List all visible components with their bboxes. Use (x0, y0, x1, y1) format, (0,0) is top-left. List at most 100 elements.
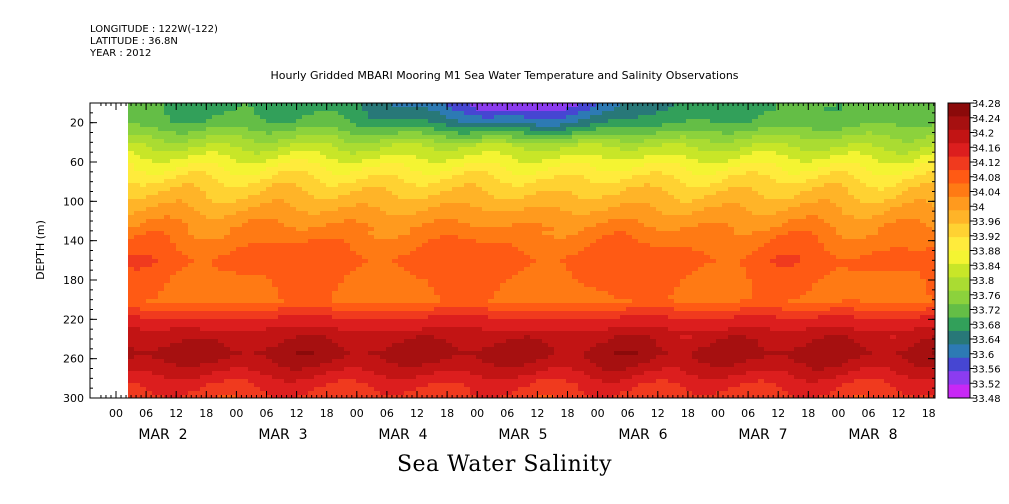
heatmap-cell (134, 175, 141, 180)
heatmap-cell (404, 363, 411, 368)
heatmap-cell (392, 147, 399, 152)
heatmap-cell (518, 347, 525, 352)
heatmap-cell (446, 191, 453, 196)
heatmap-cell (488, 179, 495, 184)
heatmap-cell (242, 191, 249, 196)
heatmap-cell (524, 155, 531, 160)
heatmap-cell (266, 215, 273, 220)
heatmap-cell (302, 139, 309, 144)
heatmap-cell (128, 379, 135, 384)
heatmap-cell (398, 319, 405, 324)
heatmap-cell (212, 143, 219, 148)
heatmap-cell (128, 175, 135, 180)
heatmap-cell (458, 383, 465, 388)
heatmap-cell (308, 151, 315, 156)
heatmap-cell (194, 271, 201, 276)
heatmap-cell (254, 363, 261, 368)
heatmap-cell (170, 183, 177, 188)
heatmap-cell (452, 255, 459, 260)
heatmap-cell (272, 227, 279, 232)
heatmap-cell (404, 203, 411, 208)
heatmap-cell (524, 175, 531, 180)
heatmap-cell (182, 175, 189, 180)
heatmap-cell (518, 223, 525, 228)
heatmap-cell (278, 283, 285, 288)
heatmap-cell (494, 287, 501, 292)
heatmap-cell (194, 247, 201, 252)
heatmap-cell (392, 307, 399, 312)
heatmap-cell (284, 195, 291, 200)
heatmap-cell (194, 135, 201, 140)
heatmap-cell (188, 247, 195, 252)
heatmap-cell (512, 375, 519, 380)
heatmap-cell (254, 395, 261, 398)
heatmap-cell (524, 191, 531, 196)
heatmap-cell (194, 171, 201, 176)
heatmap-cell (356, 167, 363, 172)
heatmap-cell (488, 207, 495, 212)
heatmap-cell (452, 355, 459, 360)
heatmap-cell (434, 315, 441, 320)
heatmap-cell (446, 259, 453, 264)
heatmap-cell (362, 179, 369, 184)
heatmap-cell (176, 259, 183, 264)
heatmap-cell (272, 151, 279, 156)
heatmap-cell (134, 215, 141, 220)
heatmap-cell (434, 367, 441, 372)
heatmap-cell (302, 103, 309, 108)
heatmap-cell (512, 263, 519, 268)
heatmap-cell (422, 339, 429, 344)
heatmap-cell (296, 299, 303, 304)
heatmap-cell (362, 127, 369, 132)
heatmap-cell (182, 319, 189, 324)
heatmap-cell (128, 167, 135, 172)
heatmap-cell (494, 147, 501, 152)
heatmap-cell (416, 243, 423, 248)
heatmap-cell (308, 363, 315, 368)
heatmap-cell (416, 259, 423, 264)
heatmap-cell (374, 359, 381, 364)
heatmap-cell (284, 327, 291, 332)
heatmap-cell (362, 171, 369, 176)
heatmap-cell (512, 251, 519, 256)
heatmap-cell (362, 247, 369, 252)
heatmap-cell (488, 391, 495, 396)
heatmap-cell (254, 243, 261, 248)
heatmap-cell (362, 299, 369, 304)
heatmap-cell (392, 123, 399, 128)
heatmap-cell (482, 127, 489, 132)
heatmap-cell (146, 395, 153, 398)
heatmap-cell (194, 327, 201, 332)
heatmap-cell (158, 119, 165, 124)
heatmap-cell (380, 339, 387, 344)
heatmap-cell (176, 135, 183, 140)
heatmap-cell (458, 195, 465, 200)
heatmap-cell (452, 115, 459, 120)
heatmap-cell (470, 215, 477, 220)
heatmap-cell (506, 239, 513, 244)
heatmap-cell (176, 247, 183, 252)
heatmap-cell (380, 359, 387, 364)
heatmap-cell (476, 311, 483, 316)
heatmap-cell (254, 295, 261, 300)
heatmap-cell (320, 159, 327, 164)
heatmap-cell (284, 267, 291, 272)
heatmap-cell (242, 299, 249, 304)
heatmap-cell (524, 227, 531, 232)
heatmap-cell (146, 175, 153, 180)
heatmap-cell (242, 219, 249, 224)
heatmap-cell (524, 243, 531, 248)
heatmap-cell (290, 155, 297, 160)
heatmap-cell (518, 147, 525, 152)
heatmap-cell (488, 175, 495, 180)
heatmap-cell (248, 167, 255, 172)
heatmap-cell (224, 287, 231, 292)
heatmap-cell (218, 143, 225, 148)
heatmap-cell (464, 375, 471, 380)
heatmap-cell (464, 315, 471, 320)
heatmap-cell (518, 219, 525, 224)
heatmap-cell (356, 183, 363, 188)
heatmap-cell (302, 355, 309, 360)
heatmap-cell (254, 383, 261, 388)
heatmap-cell (140, 247, 147, 252)
